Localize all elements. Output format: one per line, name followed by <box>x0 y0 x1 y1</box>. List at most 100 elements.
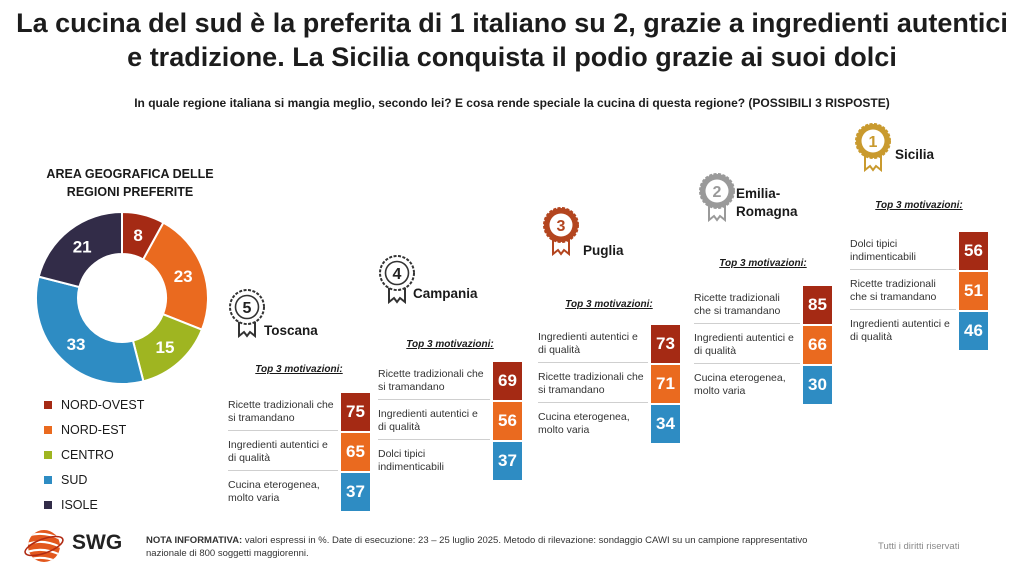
motivation-row: Ricette tradizionali che si tramandano 51 <box>850 272 988 310</box>
motivations-title: Top 3 motivazioni: <box>565 299 653 310</box>
motivation-divider <box>694 363 800 364</box>
donut-slice-nord-est <box>141 221 209 331</box>
motivation-row: Ingredienti autentici e di qualità 46 <box>850 312 988 350</box>
legend-label: NORD-OVEST <box>61 397 145 412</box>
medal-rank: 5 <box>243 300 252 317</box>
survey-question: In quale regione italiana si mangia megl… <box>134 96 890 110</box>
legend-label: ISOLE <box>61 497 98 512</box>
medal-rank: 1 <box>869 134 878 151</box>
legend-swatch <box>44 500 52 509</box>
donut-slice-sud <box>35 275 145 385</box>
motivation-label: Ricette tradizionali che si tramandano <box>850 278 937 303</box>
motivation-label: Ricette tradizionali che si tramandano <box>694 292 781 317</box>
motivation-row: Ingredienti autentici e di qualità 73 <box>538 325 680 363</box>
motivation-label: Ingredienti autentici e di qualità <box>228 439 328 464</box>
motivation-divider <box>228 470 338 471</box>
motivations-title: Top 3 motivazioni: <box>875 200 963 211</box>
motivation-label: Cucina eterogenea, molto varia <box>538 411 630 436</box>
note-text: valori espressi in %. Date di esecuzione… <box>146 535 808 559</box>
motivation-label: Dolci tipici indimenticabili <box>850 238 916 263</box>
medal-icon: 3 <box>543 207 579 256</box>
region-name: Sicilia <box>895 147 935 162</box>
motivations-title: Top 3 motivazioni: <box>719 258 807 269</box>
motivation-row: Dolci tipici indimenticabili 37 <box>378 442 522 480</box>
motivations-title: Top 3 motivazioni: <box>255 364 343 375</box>
region-name: Toscana <box>264 323 318 338</box>
motivation-divider <box>228 430 338 431</box>
motivation-value: 37 <box>493 442 522 480</box>
motivation-row: Ricette tradizionali che si tramandano 69 <box>378 362 522 400</box>
region-name: Emilia-Romagna <box>736 186 798 219</box>
legend-item: NORD-EST <box>44 417 144 442</box>
motivation-label: Ingredienti autentici e di qualità <box>538 331 638 356</box>
legend-item: SUD <box>44 467 144 492</box>
motivation-row: Cucina eterogenea, molto varia 37 <box>228 473 370 511</box>
motivation-value: 85 <box>803 286 832 324</box>
motivation-value: 46 <box>959 312 988 350</box>
donut-value-nord-ovest: 8 <box>133 226 142 245</box>
donut-chart: 8 23 15 33 21 <box>35 210 209 385</box>
legend-label: NORD-EST <box>61 422 127 437</box>
motivation-row: Ingredienti autentici e di qualità 66 <box>694 326 832 364</box>
region-name: Campania <box>413 286 478 301</box>
motivation-label: Ingredienti autentici e di qualità <box>850 318 950 343</box>
motivation-label: Ricette tradizionali che si tramandano <box>228 399 334 424</box>
motivation-value: 65 <box>341 433 370 471</box>
motivation-row: Dolci tipici indimenticabili 56 <box>850 232 988 270</box>
donut-value-sud: 33 <box>67 335 86 354</box>
motivation-row: Ricette tradizionali che si tramandano 85 <box>694 286 832 324</box>
motivation-value: 66 <box>803 326 832 364</box>
donut-value-nord-est: 23 <box>174 267 193 286</box>
motivation-value: 56 <box>959 232 988 270</box>
medal-icon: 2 <box>699 173 735 222</box>
footer-note: NOTA INFORMATIVA: valori espressi in %. … <box>146 534 826 560</box>
legend-swatch <box>44 475 52 484</box>
motivation-label: Cucina eterogenea, molto varia <box>694 372 786 397</box>
legend-swatch <box>44 400 52 409</box>
logo-text: SWG <box>72 531 123 554</box>
motivation-label: Ricette tradizionali che si tramandano <box>378 368 484 393</box>
motivation-label: Ingredienti autentici e di qualità <box>694 332 794 357</box>
medal-rank: 2 <box>713 184 722 201</box>
page-title: La cucina del sud è la preferita di 1 it… <box>16 8 1008 72</box>
legend-swatch <box>44 425 52 434</box>
medal-rank: 3 <box>557 218 566 235</box>
motivation-divider <box>538 402 648 403</box>
motivation-row: Ricette tradizionali che si tramandano 71 <box>538 365 680 403</box>
medal-icon: 1 <box>855 123 891 172</box>
motivation-value: 37 <box>341 473 370 511</box>
motivation-label: Ingredienti autentici e di qualità <box>378 408 478 433</box>
rights-text: Tutti i diritti riservati <box>878 541 960 552</box>
motivation-value: 51 <box>959 272 988 310</box>
motivation-value: 71 <box>651 365 680 403</box>
medal-icon: 5 <box>229 289 265 338</box>
legend-item: NORD-OVEST <box>44 392 144 417</box>
motivation-divider <box>378 399 490 400</box>
legend-label: CENTRO <box>61 447 114 462</box>
motivation-row: Cucina eterogenea, molto varia 34 <box>538 405 680 443</box>
swg-logo: SWG <box>22 527 126 565</box>
medal-rank: 4 <box>393 266 402 283</box>
motivation-label: Cucina eterogenea, molto varia <box>228 479 320 504</box>
motivation-divider <box>538 362 648 363</box>
motivation-value: 73 <box>651 325 680 363</box>
legend-label: SUD <box>61 472 88 487</box>
motivation-divider <box>378 439 490 440</box>
motivation-row: Cucina eterogenea, molto varia 30 <box>694 366 832 404</box>
motivation-label: Dolci tipici indimenticabili <box>378 448 444 473</box>
motivation-value: 34 <box>651 405 680 443</box>
motivation-divider <box>694 323 800 324</box>
motivation-value: 75 <box>341 393 370 431</box>
motivation-divider <box>850 309 956 310</box>
motivation-row: Ingredienti autentici e di qualità 56 <box>378 402 522 440</box>
motivation-divider <box>850 269 956 270</box>
donut-legend: NORD-OVEST NORD-EST CENTRO SUD ISOLE <box>44 392 144 517</box>
donut-title: AREA GEOGRAFICA DELLE REGIONI PREFERITE <box>46 167 214 199</box>
motivation-row: Ricette tradizionali che si tramandano 75 <box>228 393 370 431</box>
note-label: NOTA INFORMATIVA: <box>146 535 243 546</box>
region-name: Puglia <box>583 243 624 258</box>
donut-value-isole: 21 <box>73 238 92 257</box>
motivation-value: 30 <box>803 366 832 404</box>
legend-item: CENTRO <box>44 442 144 467</box>
donut-slice-isole <box>37 210 123 289</box>
